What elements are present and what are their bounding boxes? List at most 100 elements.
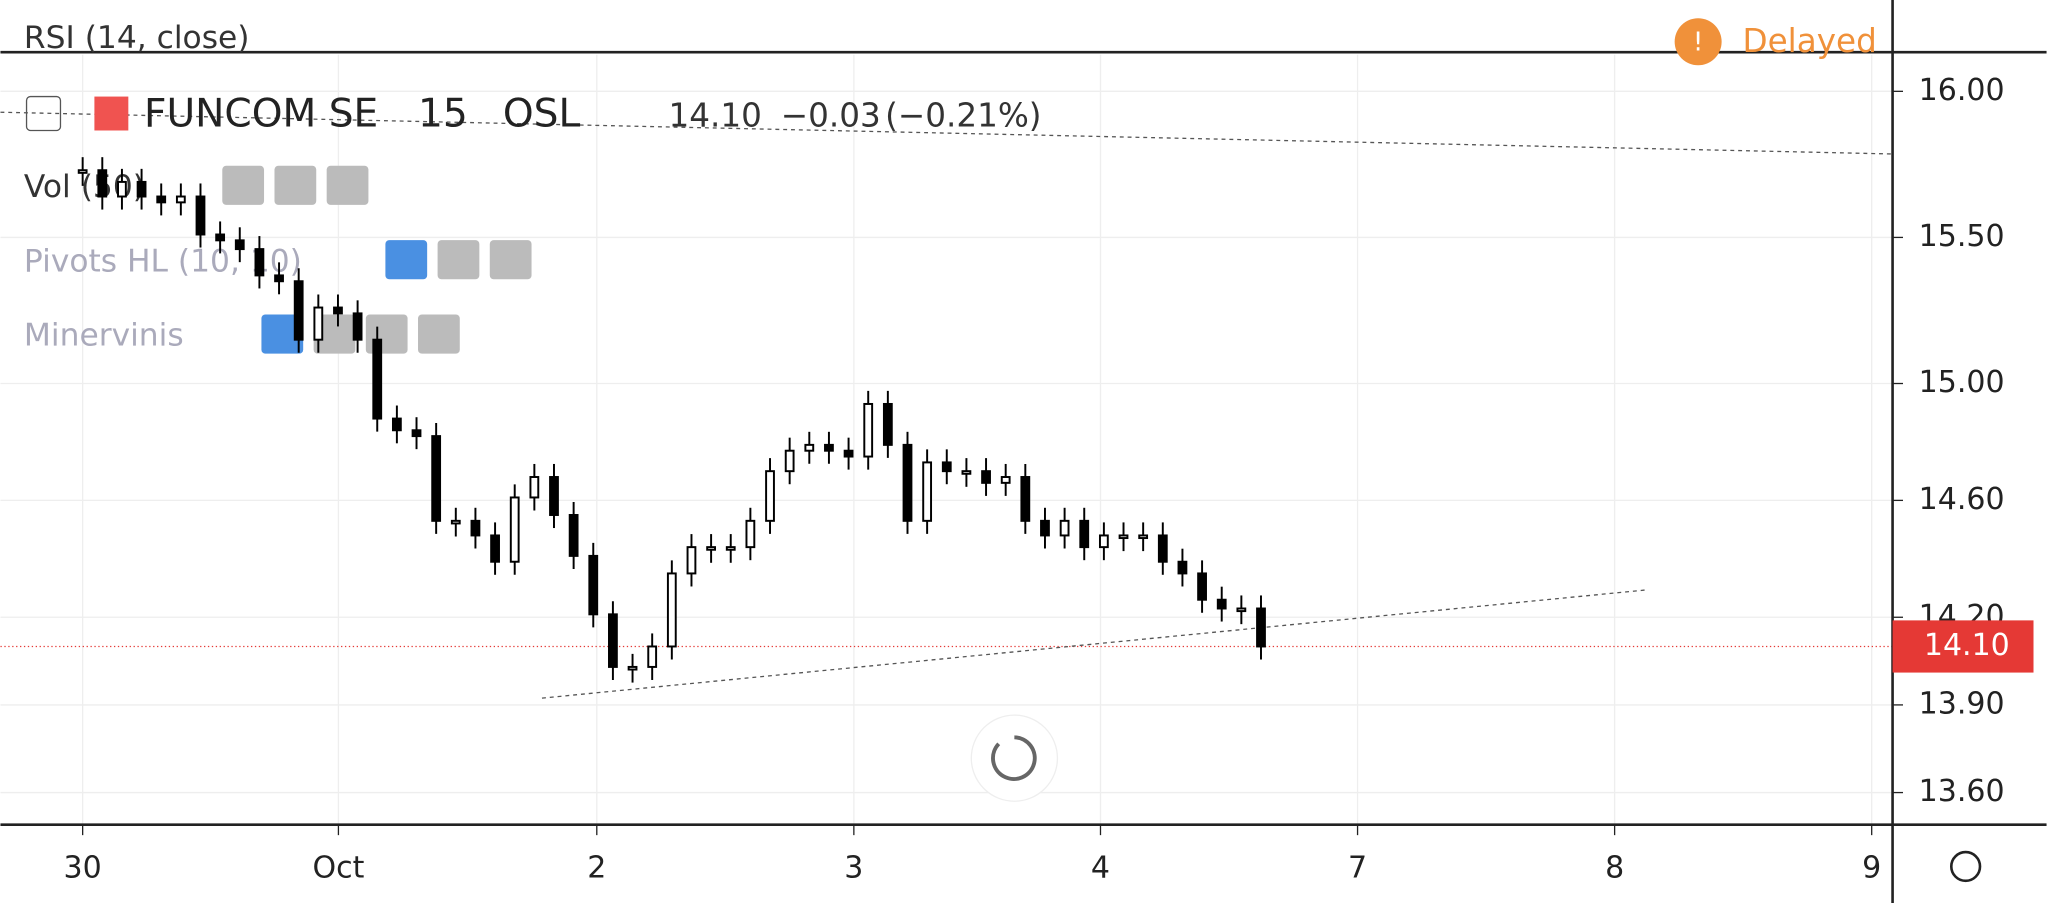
visibility-button[interactable] <box>385 240 428 280</box>
y-tick-label: 13.60 <box>1919 774 2005 809</box>
settings-button[interactable] <box>313 314 356 354</box>
candle-body <box>961 470 972 475</box>
y-tick-label: 15.50 <box>1919 219 2005 254</box>
x-tick-label: 30 <box>64 851 102 886</box>
x-tick-label: 9 <box>1862 851 1881 886</box>
candle-body <box>195 195 206 236</box>
indicator-buttons <box>222 165 532 354</box>
settings-button[interactable] <box>274 165 317 205</box>
indicator-label[interactable]: Minervinis <box>24 318 184 354</box>
delayed-label[interactable]: Delayed <box>1743 22 1877 60</box>
delayed-icon-glyph: ! <box>1693 28 1703 58</box>
visibility-button[interactable] <box>222 165 265 205</box>
candle-body <box>97 169 108 198</box>
candle-body <box>313 306 324 341</box>
candle-body <box>568 514 579 557</box>
candle-body <box>274 274 284 283</box>
y-tick-label: 15.00 <box>1919 365 2005 400</box>
candle-body <box>1079 519 1090 549</box>
candle-body <box>549 476 559 516</box>
candle-body <box>529 476 540 499</box>
settings-icon[interactable] <box>1949 850 1982 883</box>
symbol[interactable]: FUNCOM SE <box>144 92 378 137</box>
x-tick-label: 4 <box>1091 851 1110 886</box>
x-tick-label: 2 <box>587 851 606 886</box>
candle-body <box>765 470 775 522</box>
trend-line <box>541 589 1648 699</box>
candle-body <box>725 546 736 551</box>
candle-body <box>1236 607 1247 613</box>
change: −0.03 <box>781 96 881 134</box>
visibility-button[interactable] <box>261 314 304 354</box>
source-button[interactable] <box>365 314 408 354</box>
y-tick-label: 14.60 <box>1919 482 2005 517</box>
candle-body <box>824 443 834 452</box>
rsi-label[interactable]: RSI (14, close) <box>24 20 250 56</box>
exchange[interactable]: OSL <box>503 92 581 137</box>
reset-button[interactable] <box>970 714 1059 802</box>
candle-body <box>608 613 618 668</box>
candle-body <box>804 443 815 452</box>
candle-body <box>1020 476 1031 522</box>
candle-body <box>391 417 402 432</box>
candle-body <box>1138 534 1149 540</box>
candle-body <box>352 312 363 341</box>
candle-body <box>234 239 245 251</box>
candle-body <box>293 280 304 341</box>
candle-body <box>863 402 874 458</box>
reset-icon <box>991 735 1037 781</box>
last-price: 14.10 <box>669 96 762 134</box>
candle-body <box>1177 560 1188 575</box>
candle-body <box>686 546 697 575</box>
candle-body <box>136 180 147 198</box>
candle-body <box>627 665 638 671</box>
candle-body <box>470 519 481 537</box>
candle-body <box>509 496 520 563</box>
x-tick-label: 3 <box>844 851 863 886</box>
candle-body <box>333 306 343 315</box>
candle-body <box>647 645 658 668</box>
candle-body <box>922 461 933 522</box>
remove-button[interactable] <box>326 165 369 205</box>
candle-body <box>1000 476 1011 484</box>
interval[interactable]: 15 <box>418 92 468 137</box>
candle-body <box>1256 607 1266 648</box>
remove-button[interactable] <box>489 240 532 280</box>
candle-body <box>156 195 167 204</box>
candle-body <box>784 449 795 473</box>
candle-body <box>450 519 461 525</box>
delayed-icon[interactable] <box>1674 18 1722 66</box>
change-percent: (−0.21%) <box>885 96 1041 134</box>
x-tick-label: 8 <box>1605 851 1624 886</box>
candle-body <box>941 461 952 473</box>
candle-body <box>431 435 442 522</box>
y-tick-label: 16.00 <box>1919 73 2005 108</box>
candle-body <box>666 572 677 648</box>
candle-body <box>902 443 913 522</box>
collapse-button[interactable] <box>25 95 62 132</box>
x-tick-label: 7 <box>1348 851 1367 886</box>
candle-body <box>490 534 500 563</box>
candle-body <box>706 546 716 551</box>
trend-line <box>0 111 1893 155</box>
candle-body <box>1098 534 1109 549</box>
candle-body <box>1040 519 1050 537</box>
candle-body <box>1216 598 1227 610</box>
x-tick-label: Oct <box>312 851 364 886</box>
candle-body <box>215 233 226 242</box>
candle-body <box>1157 534 1168 563</box>
settings-button[interactable] <box>437 240 480 280</box>
remove-button[interactable] <box>418 314 460 354</box>
flag[interactable] <box>94 96 129 131</box>
candle-body <box>981 470 991 484</box>
last-price-tag <box>1892 620 2034 673</box>
y-tick-label: 13.90 <box>1919 686 2005 721</box>
candle-body <box>843 449 854 458</box>
candle-body <box>745 519 756 549</box>
candle-body <box>117 180 127 198</box>
candle-body <box>411 429 422 438</box>
candle-body <box>588 554 599 616</box>
candle-body <box>254 248 265 277</box>
candle-body <box>175 195 186 204</box>
